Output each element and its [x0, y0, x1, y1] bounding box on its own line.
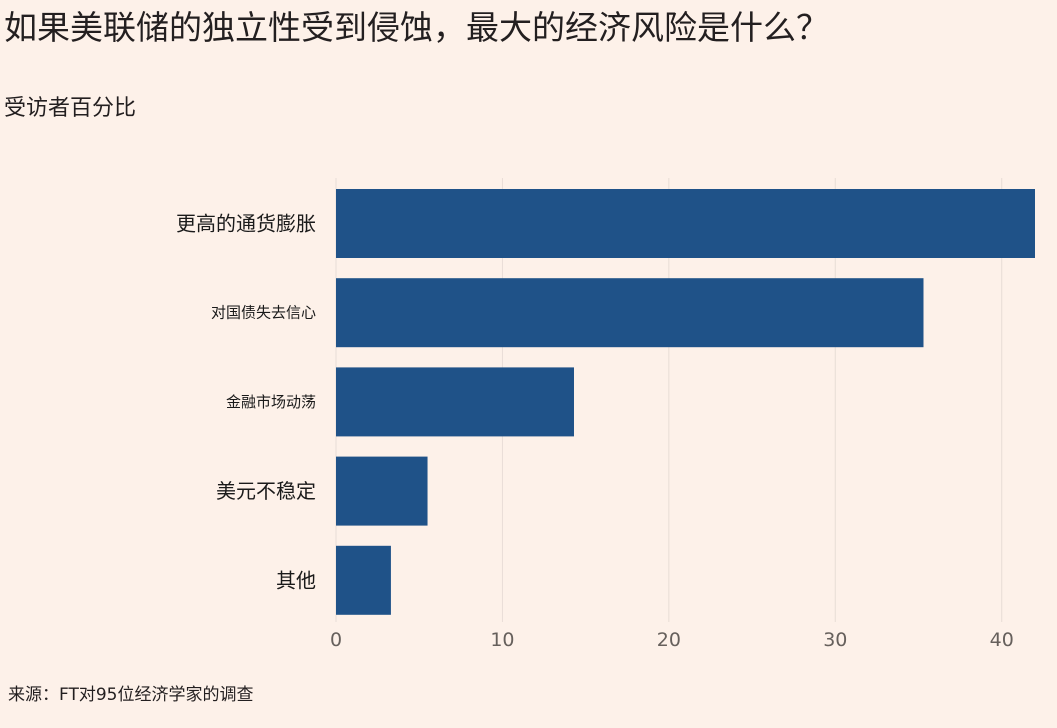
source-note: 来源：FT对95位经济学家的调查 — [8, 685, 254, 705]
bar-4 — [336, 456, 428, 526]
x-tick-label-0: 0 — [330, 629, 342, 651]
bars — [336, 189, 1035, 615]
x-tick-label-30: 30 — [823, 629, 847, 651]
category-label-3: 金融市场动荡 — [226, 393, 316, 411]
chart-subtitle: 受访者百分比 — [4, 96, 137, 121]
bar-2 — [336, 278, 924, 348]
x-tick-label-10: 10 — [490, 629, 514, 651]
category-label-2: 对国债失去信心 — [211, 304, 316, 322]
category-label-1: 更高的通货膨胀 — [176, 212, 316, 236]
x-tick-label-20: 20 — [657, 629, 681, 651]
category-label-4: 美元不稳定 — [216, 479, 316, 503]
chart-title: 如果美联储的独立性受到侵蚀，最大的经济风险是什么？ — [4, 8, 829, 47]
bar-3 — [336, 367, 574, 437]
bar-5 — [336, 545, 391, 615]
category-label-5: 其他 — [276, 568, 316, 592]
bar-1 — [336, 189, 1035, 258]
x-axis-tick-labels: 0 10 20 30 40 — [330, 629, 1014, 651]
x-tick-label-40: 40 — [990, 629, 1014, 651]
